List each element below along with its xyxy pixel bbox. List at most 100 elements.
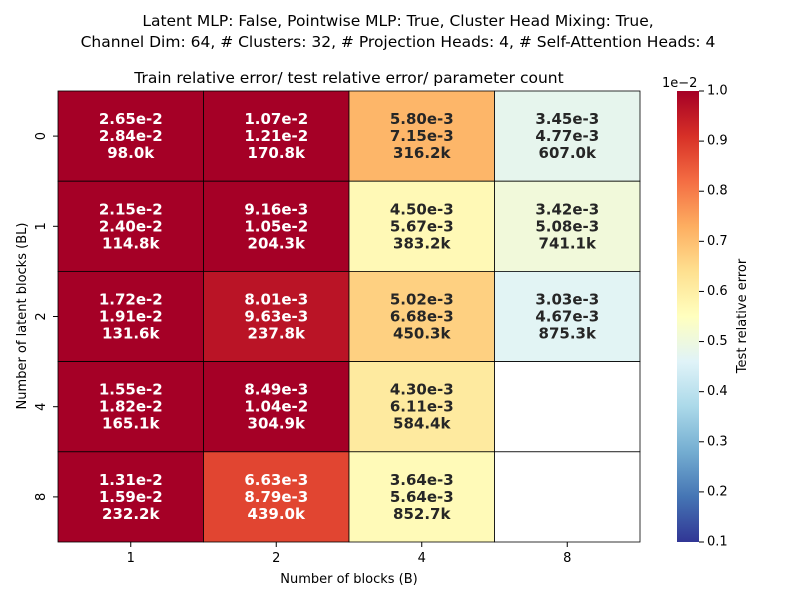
cell-param-count: 875.3k xyxy=(539,325,597,343)
cell-train-error: 4.50e-3 xyxy=(390,200,454,218)
cell-test-error: 5.67e-3 xyxy=(390,217,454,235)
cell-train-error: 3.42e-3 xyxy=(535,200,599,218)
heatmap-cell xyxy=(348,361,495,453)
y-axis-label: Number of latent blocks (BL) xyxy=(15,223,30,410)
cell-param-count: 98.0k xyxy=(107,144,155,162)
suptitle-line-1: Latent MLP: False, Pointwise MLP: True, … xyxy=(142,12,653,30)
x-tick-label: 1 xyxy=(127,551,135,566)
x-axis-ticks: 1 2 4 8 xyxy=(127,542,571,566)
colorbar-tick-label: 0.7 xyxy=(707,234,728,249)
cell-test-error: 9.63e-3 xyxy=(244,308,308,326)
cell-train-error: 1.07e-2 xyxy=(244,110,308,128)
suptitle-line-2: Channel Dim: 64, # Clusters: 32, # Proje… xyxy=(81,33,716,51)
y-tick-label: 2 xyxy=(34,312,49,320)
cell-train-error: 1.31e-2 xyxy=(99,471,163,489)
x-tick-label: 8 xyxy=(563,551,571,566)
heatmap-cell xyxy=(203,180,350,272)
cell-test-error: 5.08e-3 xyxy=(535,217,599,235)
cell-train-error: 8.49e-3 xyxy=(244,381,308,399)
colorbar-tick-label: 0.9 xyxy=(707,134,728,149)
y-tick-label: 0 xyxy=(34,132,49,140)
y-tick-label: 8 xyxy=(34,493,49,501)
heatmap-cell xyxy=(203,361,350,453)
cell-test-error: 2.84e-2 xyxy=(99,127,163,145)
colorbar-label: Test relative error xyxy=(735,258,750,374)
cell-train-error: 8.01e-3 xyxy=(244,291,308,309)
colorbar-tick-label: 0.8 xyxy=(707,184,728,199)
colorbar-tick-label: 0.6 xyxy=(707,284,728,299)
cell-test-error: 1.05e-2 xyxy=(244,217,308,235)
cell-train-error: 5.80e-3 xyxy=(390,110,454,128)
y-tick-label: 1 xyxy=(34,222,49,230)
heatmap-cell xyxy=(57,180,204,272)
cell-test-error: 2.40e-2 xyxy=(99,217,163,235)
cell-test-error: 6.68e-3 xyxy=(390,308,454,326)
cell-test-error: 1.59e-2 xyxy=(99,488,163,506)
cell-test-error: 1.04e-2 xyxy=(244,398,308,416)
cell-train-error: 5.02e-3 xyxy=(390,291,454,309)
x-tick-label: 4 xyxy=(418,551,426,566)
heatmap-cell xyxy=(494,180,641,272)
cell-param-count: 316.2k xyxy=(393,144,451,162)
colorbar xyxy=(677,91,699,542)
cell-test-error: 1.21e-2 xyxy=(244,127,308,145)
y-tick-label: 4 xyxy=(34,403,49,411)
cell-param-count: 439.0k xyxy=(248,505,306,523)
colorbar-tick-label: 0.2 xyxy=(707,484,728,499)
cell-train-error: 9.16e-3 xyxy=(244,200,308,218)
cell-train-error: 2.15e-2 xyxy=(99,200,163,218)
cell-param-count: 131.6k xyxy=(102,325,160,343)
cell-test-error: 4.77e-3 xyxy=(535,127,599,145)
heatmap-cell xyxy=(57,361,204,453)
cell-train-error: 3.64e-3 xyxy=(390,471,454,489)
cell-test-error: 8.79e-3 xyxy=(244,488,308,506)
heatmap-cell xyxy=(348,451,495,543)
cell-train-error: 1.55e-2 xyxy=(99,381,163,399)
colorbar-tick-label: 0.5 xyxy=(707,334,728,349)
colorbar-tick-label: 0.4 xyxy=(707,384,728,399)
cell-train-error: 2.65e-2 xyxy=(99,110,163,128)
cell-param-count: 383.2k xyxy=(393,234,451,252)
colorbar-multiplier: 1e−2 xyxy=(662,76,697,91)
heatmap-cell-empty xyxy=(494,361,641,453)
cell-train-error: 6.63e-3 xyxy=(244,471,308,489)
heatmap-cell xyxy=(203,90,350,182)
heatmap-cell xyxy=(494,90,641,182)
y-axis-ticks: 0 1 2 4 8 xyxy=(34,132,58,501)
chart-title: Train relative error/ test relative erro… xyxy=(133,69,563,87)
cell-param-count: 237.8k xyxy=(248,325,306,343)
cell-param-count: 304.9k xyxy=(248,415,306,433)
cell-train-error: 3.45e-3 xyxy=(535,110,599,128)
heatmap-cell xyxy=(203,270,350,362)
cell-param-count: 741.1k xyxy=(539,234,597,252)
cell-train-error: 1.72e-2 xyxy=(99,291,163,309)
colorbar-tick-label: 0.3 xyxy=(707,434,728,449)
heatmap-cell xyxy=(348,90,495,182)
cell-param-count: 584.4k xyxy=(393,415,451,433)
cell-test-error: 7.15e-3 xyxy=(390,127,454,145)
cell-param-count: 450.3k xyxy=(393,325,451,343)
heatmap-cell-empty xyxy=(494,451,641,543)
cell-test-error: 1.91e-2 xyxy=(99,308,163,326)
cell-test-error: 1.82e-2 xyxy=(99,398,163,416)
cell-param-count: 165.1k xyxy=(102,415,160,433)
colorbar-ticks: 0.1 0.2 0.3 0.4 0.5 0.6 0.7 0.8 0.9 1.0 xyxy=(699,84,728,550)
cell-param-count: 607.0k xyxy=(539,144,597,162)
cell-test-error: 5.64e-3 xyxy=(390,488,454,506)
cell-test-error: 6.11e-3 xyxy=(390,398,454,416)
cell-param-count: 170.8k xyxy=(248,144,306,162)
heatmap-cell xyxy=(494,270,641,362)
cell-param-count: 114.8k xyxy=(102,234,160,252)
heatmap-cell xyxy=(203,451,350,543)
cell-test-error: 4.67e-3 xyxy=(535,308,599,326)
x-axis-label: Number of blocks (B) xyxy=(280,572,417,587)
colorbar-tick-label: 0.1 xyxy=(707,535,728,550)
cell-param-count: 204.3k xyxy=(248,234,306,252)
cell-train-error: 3.03e-3 xyxy=(535,291,599,309)
cell-train-error: 4.30e-3 xyxy=(390,381,454,399)
colorbar-tick-label: 1.0 xyxy=(707,84,728,99)
heatmap-cell xyxy=(57,90,204,182)
cell-param-count: 232.2k xyxy=(102,505,160,523)
